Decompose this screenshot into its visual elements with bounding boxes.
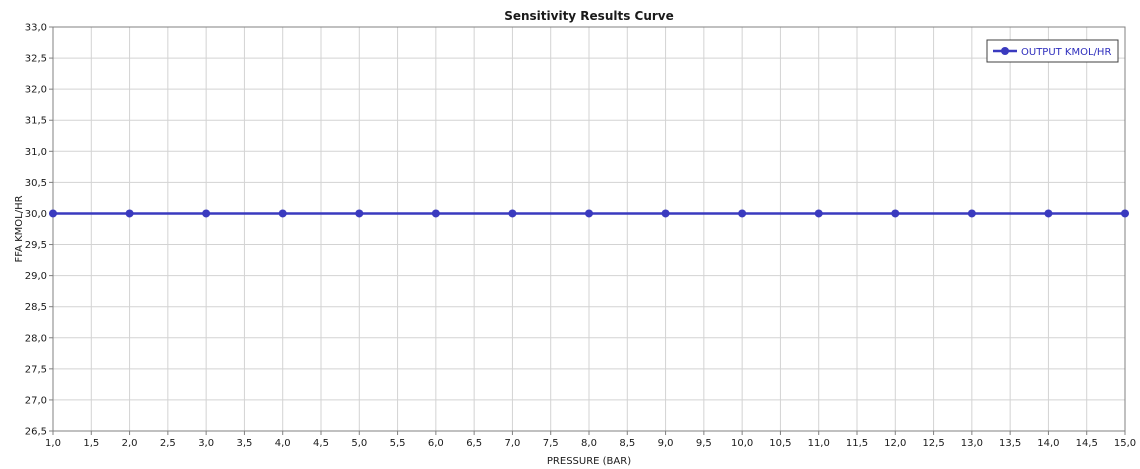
y-tick-label: 28,0 bbox=[25, 333, 47, 344]
chart-title: Sensitivity Results Curve bbox=[504, 9, 674, 23]
y-tick-label: 29,5 bbox=[25, 240, 47, 251]
data-point[interactable] bbox=[202, 209, 211, 218]
data-point[interactable] bbox=[355, 209, 364, 218]
data-point[interactable] bbox=[431, 209, 440, 218]
data-point[interactable] bbox=[661, 209, 670, 218]
x-tick-label: 3,5 bbox=[236, 438, 252, 449]
x-tick-label: 2,5 bbox=[160, 438, 176, 449]
data-point[interactable] bbox=[1044, 209, 1053, 218]
grid-lines bbox=[52, 26, 1126, 432]
x-tick-label: 6,0 bbox=[428, 438, 444, 449]
data-point[interactable] bbox=[814, 209, 823, 218]
data-point[interactable] bbox=[1121, 209, 1129, 218]
x-tick-label: 7,0 bbox=[504, 438, 520, 449]
y-tick-label: 27,0 bbox=[25, 395, 47, 406]
y-tick-label: 32,5 bbox=[25, 54, 47, 65]
x-tick-label: 15,0 bbox=[1114, 438, 1136, 449]
x-tick-label: 13,0 bbox=[961, 438, 983, 449]
x-tick-label: 10,5 bbox=[769, 438, 791, 449]
x-tick-label: 8,5 bbox=[619, 438, 635, 449]
x-tick-label: 9,0 bbox=[658, 438, 674, 449]
y-tick-label: 29,0 bbox=[25, 271, 47, 282]
x-tick-label: 13,5 bbox=[999, 438, 1021, 449]
x-axis-ticks: 1,0 1,5 2,0 2,5 3,0 3,5 4,0 4,5 5,0 5,5 6,0 6,5 7,0 7… bbox=[45, 431, 1136, 449]
data-point[interactable] bbox=[49, 209, 57, 218]
x-tick-label: 7,5 bbox=[543, 438, 559, 449]
legend[interactable]: OUTPUT KMOL/HR bbox=[986, 39, 1119, 63]
x-tick-label: 4,0 bbox=[275, 438, 291, 449]
data-point[interactable] bbox=[125, 209, 134, 218]
x-tick-label: 11,0 bbox=[808, 438, 830, 449]
legend-box bbox=[986, 39, 1119, 63]
data-point[interactable] bbox=[967, 209, 976, 218]
legend-series-marker bbox=[1001, 47, 1009, 55]
x-tick-label: 9,5 bbox=[696, 438, 712, 449]
x-tick-label: 14,5 bbox=[1076, 438, 1098, 449]
x-tick-label: 5,0 bbox=[351, 438, 367, 449]
legend-series-name: OUTPUT KMOL/HR bbox=[1021, 47, 1111, 58]
x-axis-label: PRESSURE (BAR) bbox=[547, 456, 631, 467]
y-axis-label: FFA KMOL/HR bbox=[14, 195, 25, 262]
y-tick-label: 30,0 bbox=[25, 209, 47, 220]
y-tick-label: 30,5 bbox=[25, 178, 47, 189]
data-point[interactable] bbox=[738, 209, 747, 218]
data-point[interactable] bbox=[891, 209, 900, 218]
y-tick-label: 28,5 bbox=[25, 302, 47, 313]
y-tick-label: 32,0 bbox=[25, 85, 47, 96]
y-axis-ticks: 26,5 27,0 27,5 28,0 28,5 29,0 29,5 30,0 30,5 31,0… bbox=[25, 23, 53, 438]
data-point[interactable] bbox=[585, 209, 593, 218]
data-point[interactable] bbox=[278, 209, 287, 218]
data-point[interactable] bbox=[508, 209, 517, 218]
x-tick-label: 1,5 bbox=[83, 438, 99, 449]
x-tick-label: 12,0 bbox=[884, 438, 906, 449]
x-tick-label: 2,0 bbox=[122, 438, 138, 449]
x-tick-label: 1,0 bbox=[45, 438, 61, 449]
y-tick-label: 27,5 bbox=[25, 364, 47, 375]
y-tick-label: 26,5 bbox=[25, 427, 47, 438]
series-layer bbox=[49, 209, 1129, 218]
x-tick-label: 12,5 bbox=[922, 438, 944, 449]
x-tick-label: 3,0 bbox=[198, 438, 214, 449]
x-tick-label: 10,0 bbox=[731, 438, 753, 449]
y-tick-label: 31,0 bbox=[25, 147, 47, 158]
x-tick-label: 5,5 bbox=[390, 438, 406, 449]
x-tick-label: 6,5 bbox=[466, 438, 482, 449]
x-tick-label: 11,5 bbox=[846, 438, 868, 449]
y-tick-label: 31,5 bbox=[25, 116, 47, 127]
x-tick-label: 8,0 bbox=[581, 438, 597, 449]
y-tick-label: 33,0 bbox=[25, 23, 47, 34]
x-tick-label: 4,5 bbox=[313, 438, 329, 449]
x-tick-label: 14,0 bbox=[1037, 438, 1059, 449]
